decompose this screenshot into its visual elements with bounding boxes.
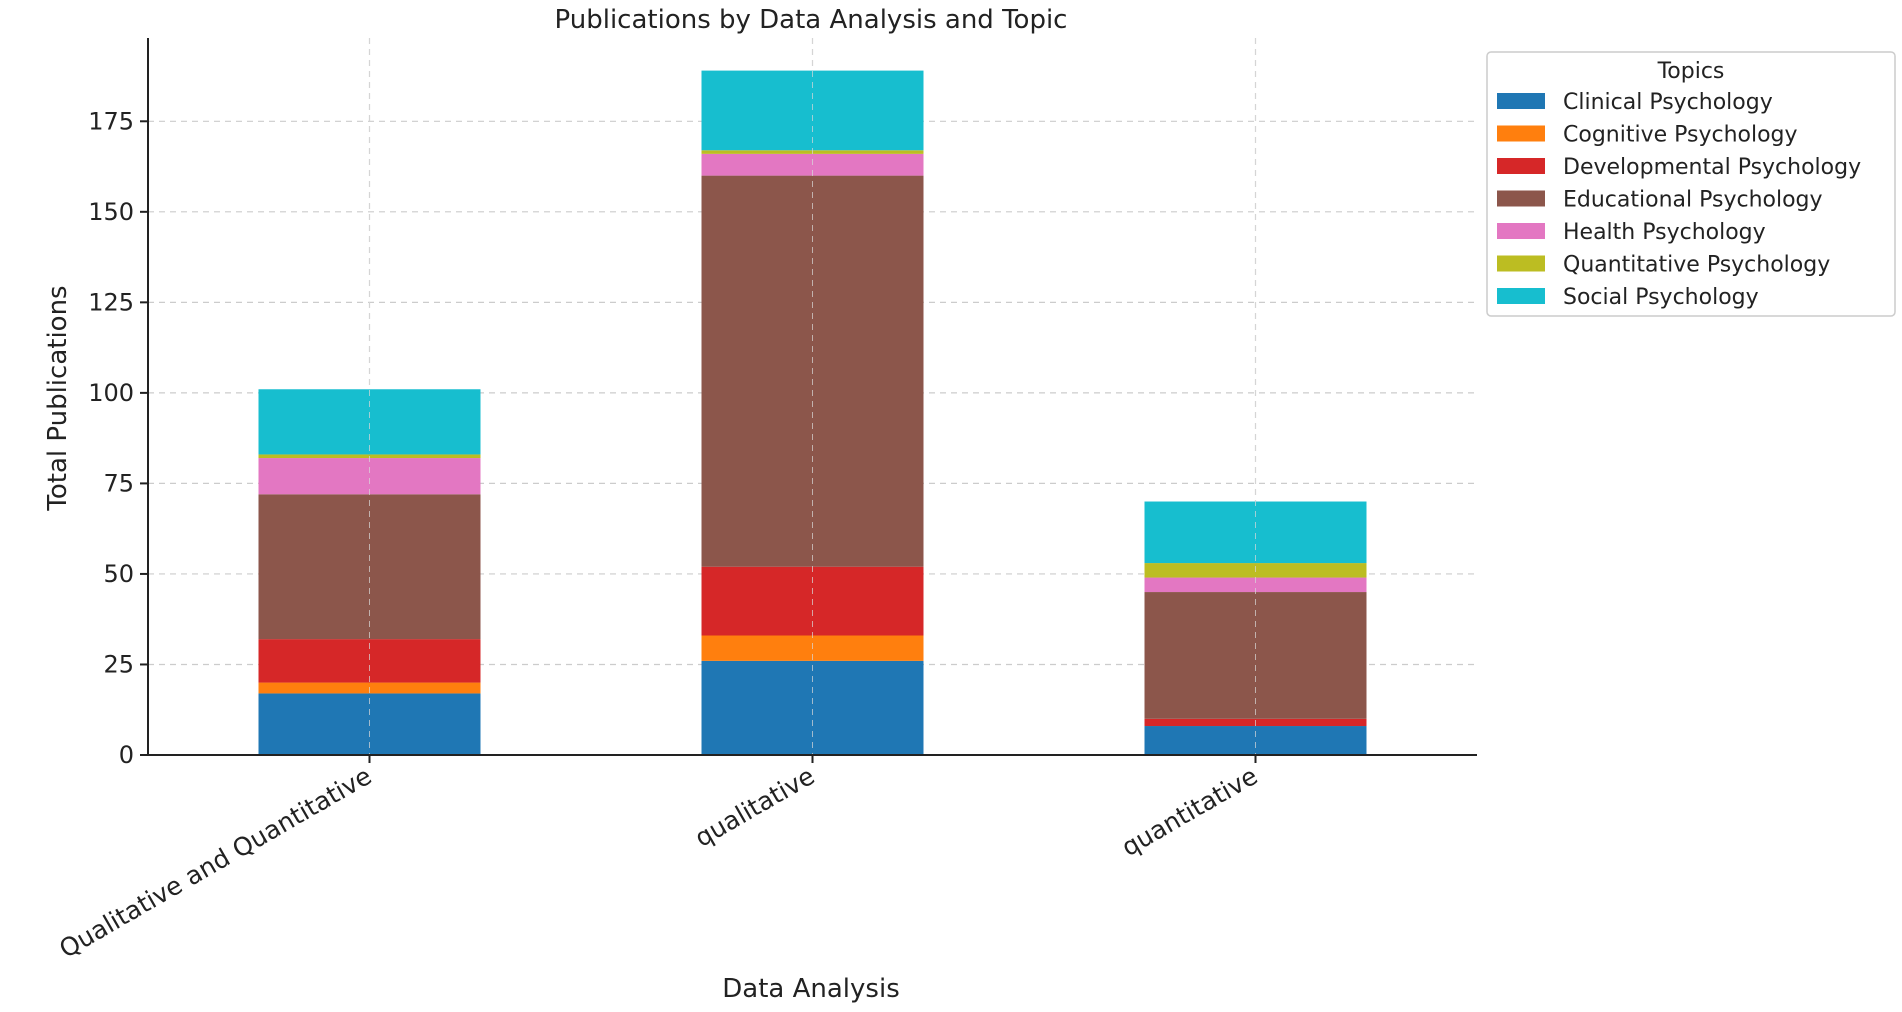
bar-segment [701,660,924,755]
bar-segment [258,458,481,495]
y-tick-label: 100 [88,379,134,407]
legend-frame [1486,51,1896,317]
bar-segment [1144,726,1367,755]
bars [258,38,1367,755]
legend-swatch [1497,93,1545,109]
legend-label: Quantitative Psychology [1563,253,1830,278]
legend-label: Developmental Psychology [1563,155,1861,180]
legend-swatch [1497,223,1545,239]
legend-label: Health Psychology [1563,220,1766,245]
legend-swatch [1497,125,1545,142]
legend-swatch [1497,255,1545,272]
chart-title: Publications by Data Analysis and Topic [555,5,1068,35]
y-tick-label: 125 [88,288,134,316]
legend-label: Educational Psychology [1563,188,1823,213]
legend-title: Topics [1657,59,1725,84]
x-tick-label: quantitative [1117,761,1263,862]
legend-label: Cognitive Psychology [1563,123,1798,148]
legend-swatch [1497,158,1545,174]
x-axis-label: Data Analysis [722,974,899,1004]
legend-swatch [1497,288,1545,304]
bar-segment [258,389,481,455]
legend-label: Clinical Psychology [1563,90,1773,115]
legend: Topics Clinical Psychology Cognitive Psyc… [1486,51,1896,317]
x-tick-label: Qualitative and Quantitative [54,761,376,964]
y-tick-label: 175 [88,107,134,135]
y-tick-label: 0 [119,741,134,769]
y-tick-label: 50 [103,560,134,588]
y-tick-label: 150 [88,198,134,226]
bar-segment [1144,577,1367,593]
legend-items: Clinical Psychology Cognitive Psychology D… [1497,90,1861,310]
y-tick-label: 25 [103,650,134,678]
legend-label: Social Psychology [1563,285,1759,310]
x-tick-label: qualitative [690,761,820,853]
bar-segment [1144,501,1367,564]
legend-swatch [1497,190,1545,207]
y-axis-label: Total Publications [43,285,73,511]
y-tick-label: 75 [103,469,134,497]
